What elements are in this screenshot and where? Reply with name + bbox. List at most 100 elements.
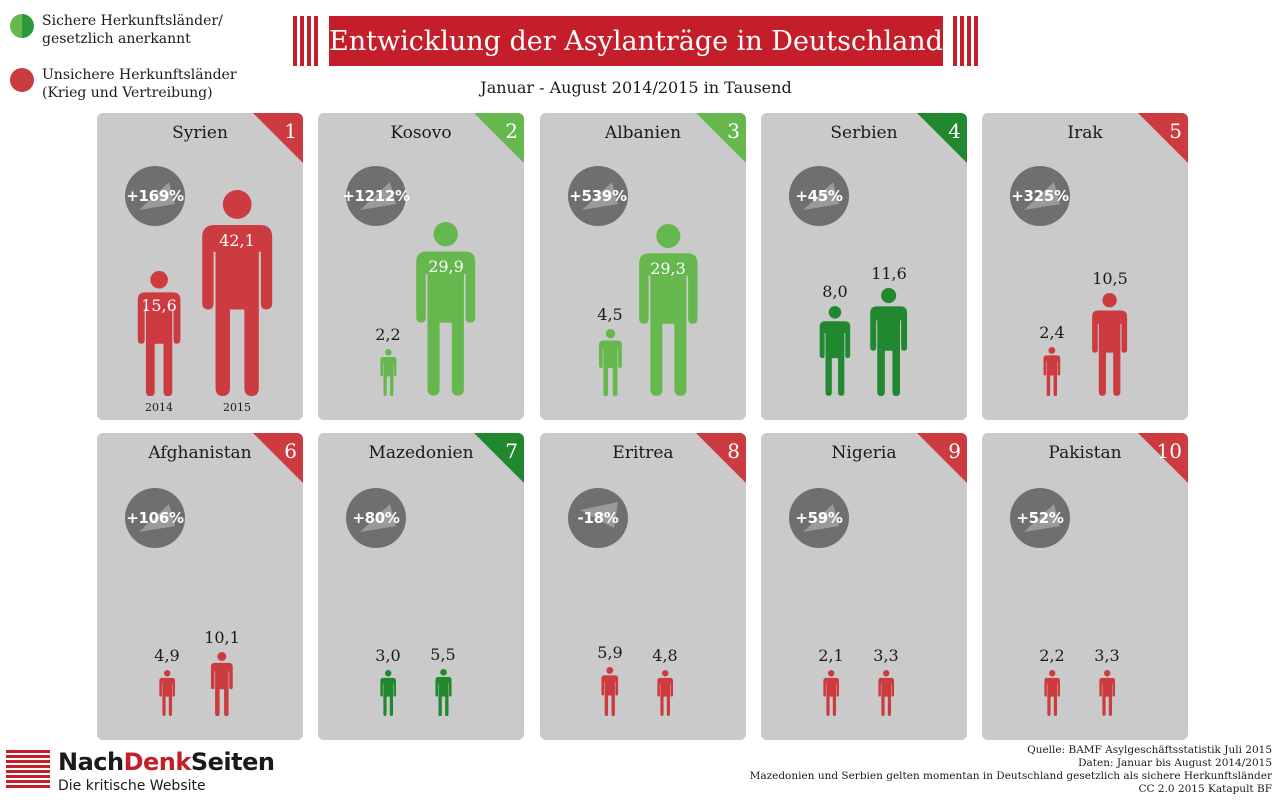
rank-corner: [253, 113, 303, 163]
person-2015: [411, 222, 480, 400]
country-card: Kosovo 2 +1212% 2,2 29,9: [318, 113, 524, 420]
rank-corner: [917, 433, 967, 483]
person-2014-icon: [823, 670, 839, 716]
person-2015: [867, 287, 910, 400]
value-2015: 10,5: [1092, 269, 1128, 289]
logo-stripes: [6, 750, 50, 790]
change-badge: +325%: [1010, 166, 1070, 226]
trend-arrow-icon: [803, 504, 839, 532]
value-2014: 2,2: [1039, 646, 1065, 665]
trend-arrow-icon: [139, 182, 175, 210]
person-2014: [1042, 346, 1062, 400]
value-2014: 3,0: [375, 646, 401, 665]
change-percent: +325%: [1011, 187, 1069, 205]
change-percent: +80%: [352, 509, 400, 527]
country-card: Afghanistan 6 +106% 4,9 10,1: [97, 433, 303, 740]
rank-number: 2: [505, 119, 518, 143]
value-2015: 11,6: [871, 263, 907, 283]
country-name: Kosovo: [390, 123, 452, 143]
legend-swatch-unsafe: [10, 68, 34, 92]
change-badge: +80%: [346, 488, 406, 548]
rank-corner: [917, 113, 967, 163]
change-badge: +1212%: [342, 166, 410, 226]
change-badge: +106%: [125, 488, 185, 548]
country-card: Pakistan 10 +52% 2,2 3,3: [982, 433, 1188, 740]
person-2014-icon: [598, 328, 622, 396]
trend-arrow-icon: [580, 502, 618, 528]
person-2015-icon: [1099, 670, 1115, 716]
person-2014-icon: [380, 670, 396, 716]
person-2015: [877, 670, 895, 720]
country-card: Syrien 1 +169% 15,6 42,1 2014 2015: [97, 113, 303, 420]
logo-name-part-3: Seiten: [190, 748, 275, 776]
person-2015-icon: [434, 668, 452, 716]
trend-arrow-icon: [582, 182, 618, 210]
change-badge: +539%: [568, 166, 628, 226]
person-2015: [434, 668, 453, 720]
person-2015-icon: [638, 224, 698, 396]
person-2015-icon: [878, 670, 894, 716]
country-name: Eritrea: [612, 443, 674, 463]
source-line-3: Mazedonien und Serbien gelten momentan i…: [749, 770, 1272, 782]
title-stripes-left: [293, 16, 319, 66]
country-name: Afghanistan: [148, 443, 252, 463]
country-card: Albanien 3 +539% 4,5 29,3: [540, 113, 746, 420]
year-label-2015: 2015: [223, 401, 251, 414]
person-2014-icon: [159, 670, 175, 716]
value-2014: 5,9: [597, 642, 623, 662]
person-2015: [209, 651, 235, 720]
value-2015: 3,3: [873, 646, 899, 665]
person-2014: [817, 306, 853, 400]
value-2015: 10,1: [204, 627, 240, 647]
trend-arrow-icon: [803, 182, 839, 210]
person-2015: [1089, 293, 1130, 400]
change-percent: +106%: [126, 509, 184, 527]
rank-number: 9: [948, 439, 961, 463]
value-2014: 15,6: [141, 295, 177, 315]
change-percent: +169%: [126, 187, 184, 205]
value-2014: 2,1: [818, 646, 844, 665]
person-2014-icon: [137, 270, 181, 396]
legend-swatch-safe: [10, 14, 34, 38]
country-name: Syrien: [172, 123, 228, 143]
value-2014: 8,0: [822, 282, 848, 302]
logo-name: NachDenkSeiten: [58, 748, 275, 776]
change-percent: +45%: [795, 187, 843, 205]
country-name: Albanien: [604, 123, 682, 143]
person-2015: [1098, 670, 1116, 720]
change-badge: +169%: [125, 166, 185, 226]
change-percent: +52%: [1016, 509, 1064, 527]
change-percent: +59%: [795, 509, 843, 527]
value-2015: 5,5: [430, 644, 456, 664]
person-2015-icon: [657, 670, 673, 716]
country-name: Pakistan: [1048, 443, 1122, 463]
person-2015-icon: [870, 287, 908, 396]
person-2015-icon: [211, 651, 233, 716]
person-2014: [600, 666, 620, 720]
value-2014: 4,5: [597, 304, 623, 324]
person-2014-icon: [1044, 670, 1060, 716]
logo-tagline: Die kritische Website: [58, 778, 206, 794]
trend-arrow-icon: [1024, 504, 1060, 532]
source-line-4: CC 2.0 2015 Katapult BF: [1138, 783, 1273, 795]
rank-corner: [1138, 433, 1188, 483]
country-name: Serbien: [830, 123, 898, 143]
country-card: Serbien 4 +45% 8,0 11,6: [761, 113, 967, 420]
person-2015: [656, 670, 674, 720]
country-card: Mazedonien 7 +80% 3,0 5,5: [318, 433, 524, 740]
person-2014: [822, 670, 840, 720]
change-badge: -18%: [568, 488, 628, 548]
logo-name-part-1: Nach: [58, 748, 124, 776]
rank-number: 1: [284, 119, 297, 143]
change-badge: +45%: [789, 166, 849, 226]
value-2015: 29,3: [650, 258, 686, 278]
change-badge: +52%: [1010, 488, 1070, 548]
country-name: Irak: [1067, 123, 1103, 143]
rank-number: 5: [1169, 119, 1182, 143]
page-title: Entwicklung der Asylanträge in Deutschla…: [329, 16, 943, 66]
person-2015-icon: [1092, 293, 1128, 396]
person-2015-icon: [201, 190, 273, 396]
person-2014: [1043, 670, 1061, 720]
rank-number: 8: [727, 439, 740, 463]
trend-arrow-icon: [360, 504, 396, 532]
